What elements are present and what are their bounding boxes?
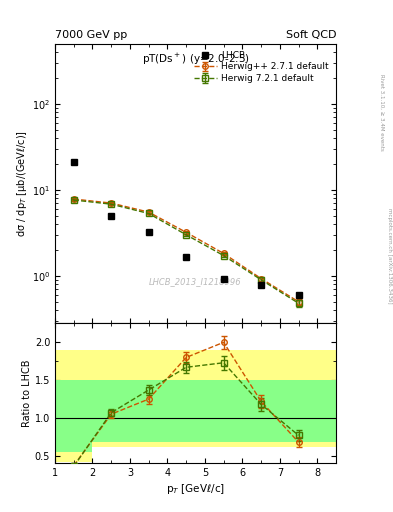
- Text: pT(Ds$^+$) (y=2.0-2.5): pT(Ds$^+$) (y=2.0-2.5): [141, 52, 250, 67]
- Text: Rivet 3.1.10, ≥ 3.4M events: Rivet 3.1.10, ≥ 3.4M events: [380, 74, 384, 151]
- Text: Soft QCD: Soft QCD: [286, 30, 336, 40]
- Y-axis label: dσ / dp$_T$ [μb/(GeVℓ/c)]: dσ / dp$_T$ [μb/(GeVℓ/c)]: [15, 130, 29, 237]
- Text: LHCB_2013_I1218996: LHCB_2013_I1218996: [149, 277, 242, 286]
- Text: mcplots.cern.ch [arXiv:1306.3436]: mcplots.cern.ch [arXiv:1306.3436]: [387, 208, 391, 304]
- Line: LHCB: LHCB: [70, 159, 302, 298]
- LHCB: [221, 275, 226, 282]
- LHCB: [109, 212, 114, 219]
- X-axis label: p$_T$ [GeVℓ/c]: p$_T$ [GeVℓ/c]: [166, 482, 225, 497]
- LHCB: [146, 229, 151, 236]
- Legend: LHCB, Herwig++ 2.7.1 default, Herwig 7.2.1 default: LHCB, Herwig++ 2.7.1 default, Herwig 7.2…: [191, 48, 332, 86]
- Text: 7000 GeV pp: 7000 GeV pp: [55, 30, 127, 40]
- LHCB: [259, 282, 263, 288]
- LHCB: [72, 159, 76, 165]
- Y-axis label: Ratio to LHCB: Ratio to LHCB: [22, 359, 32, 427]
- LHCB: [296, 292, 301, 298]
- LHCB: [184, 254, 189, 260]
